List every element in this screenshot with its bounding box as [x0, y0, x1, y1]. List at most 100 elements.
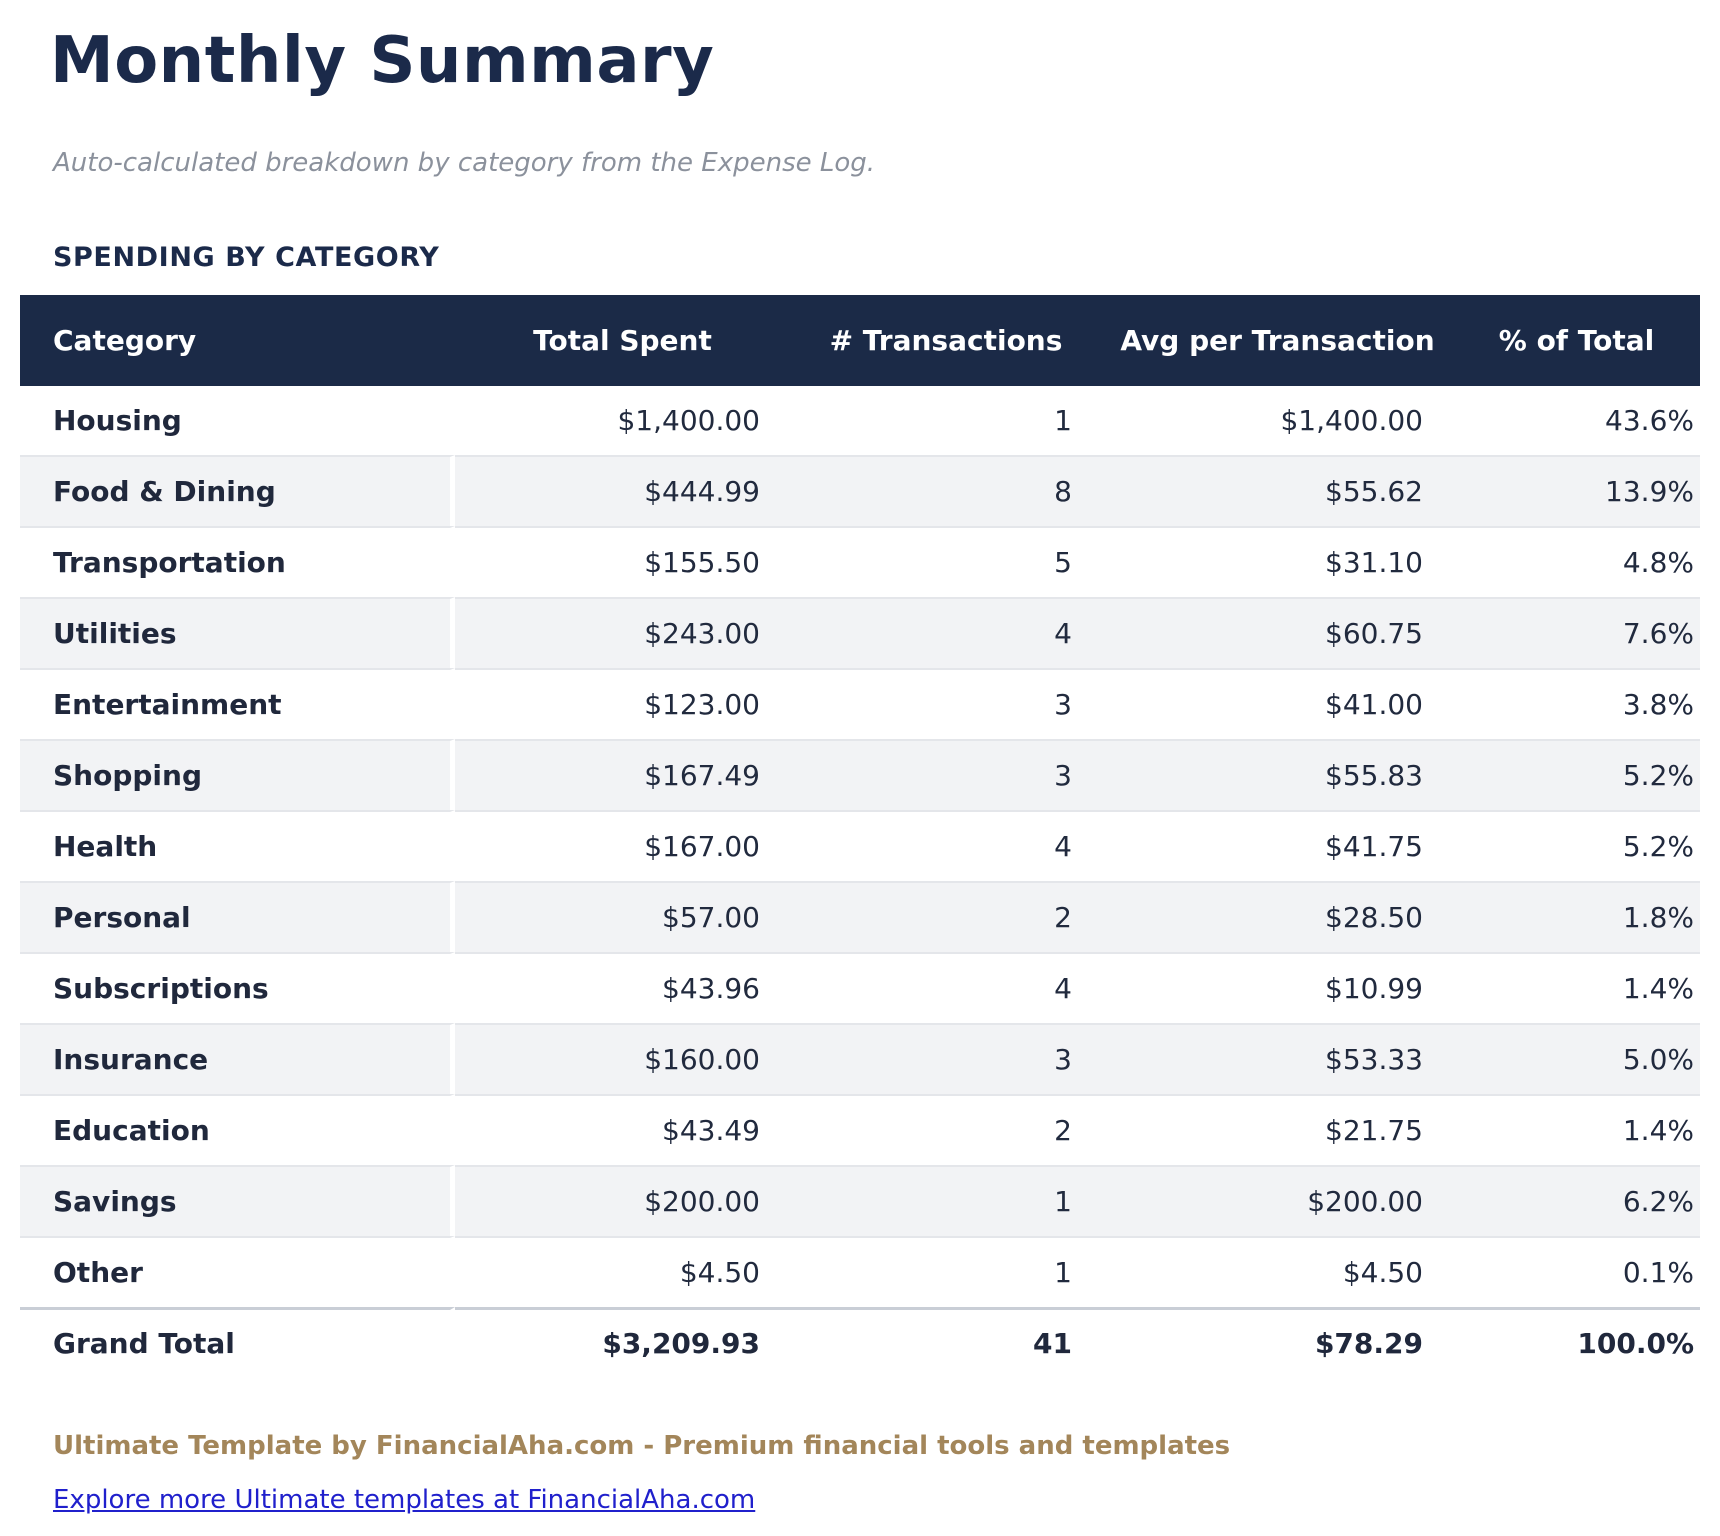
table-header: Category Total Spent # Transactions Avg per…	[20, 295, 1700, 387]
footer-branding: Ultimate Template by FinancialAha.com - …	[53, 1431, 1231, 1462]
monthly-summary-page: Monthly Summary Auto-calculated breakdow…	[0, 26, 1720, 1515]
cell-pct_of_total: 5.2%	[1453, 810, 1700, 881]
cell-category: Education	[20, 1094, 455, 1166]
grand-total-row: Grand Total $3,209.93 41 $78.29 100.0%	[20, 1307, 1700, 1378]
cell-avg_per_transaction: $60.75	[1102, 597, 1453, 669]
cell-transactions: 2	[790, 881, 1102, 953]
page-subtitle: Auto-calculated breakdown by category fr…	[53, 148, 876, 179]
cell-pct_of_total: 5.2%	[1453, 739, 1700, 811]
cell-total_spent: $123.00	[455, 668, 790, 739]
grand-total-category: Grand Total	[20, 1307, 455, 1378]
table-row: Shopping $167.49 3 $55.83 5.2%	[20, 739, 1700, 811]
explore-templates-link[interactable]: Explore more Ultimate templates at Finan…	[53, 1485, 756, 1516]
cell-category: Shopping	[20, 739, 455, 811]
table-row: Savings $200.00 1 $200.00 6.2%	[20, 1165, 1700, 1237]
cell-pct_of_total: 7.6%	[1453, 597, 1700, 669]
cell-pct_of_total: 43.6%	[1605, 404, 1694, 438]
cell-transactions: 4	[790, 952, 1102, 1023]
cell-avg_per_transaction: $4.50	[1102, 1236, 1453, 1307]
page-title: Monthly Summary	[50, 24, 715, 98]
cell-transactions: 3	[790, 739, 1102, 811]
cell-transactions: 5	[790, 526, 1102, 597]
table-header-row: Category Total Spent # Transactions Avg per…	[20, 295, 1700, 387]
table-body: Housing $1,400.00 1 $1,400.00 43.6% Food & Di…	[20, 386, 1700, 1378]
cell-total_spent: $160.00	[455, 1023, 790, 1095]
cell-pct_of_total: 1.8%	[1453, 881, 1700, 953]
cell-total_spent: $57.00	[455, 881, 790, 953]
table-row: Health $167.00 4 $41.75 5.2%	[20, 810, 1700, 882]
cell-category: Housing	[20, 386, 455, 456]
cell-avg_per_transaction: $10.99	[1102, 952, 1453, 1023]
cell-category: Food & Dining	[20, 455, 455, 527]
cell-total_spent: $167.00	[455, 810, 790, 881]
cell-category: Health	[20, 810, 455, 882]
cell-total_spent: $1,400.00	[617, 404, 760, 438]
table-row: Subscriptions $43.96 4 $10.99 1.4%	[20, 952, 1700, 1024]
cell-avg_per_transaction: $55.62	[1102, 455, 1453, 527]
cell-transactions: 3	[790, 668, 1102, 739]
cell-transactions: 4	[790, 597, 1102, 669]
cell-avg_per_transaction: $41.00	[1102, 668, 1453, 739]
table-row: Insurance $160.00 3 $53.33 5.0%	[20, 1023, 1700, 1095]
cell-pct_of_total: 13.9%	[1453, 455, 1700, 527]
column-header-avg_per_transaction: Avg per Transaction	[1102, 295, 1453, 387]
spending-by-category-table: Category Total Spent # Transactions Avg per…	[20, 295, 1700, 1378]
cell-category: Transportation	[20, 526, 455, 598]
column-header-category: Category	[20, 295, 455, 387]
cell-category: Savings	[20, 1165, 455, 1237]
cell-total_spent: $167.49	[455, 739, 790, 811]
cell-category: Utilities	[20, 597, 455, 669]
cell-category: Insurance	[20, 1023, 455, 1095]
table-row: Personal $57.00 2 $28.50 1.8%	[20, 881, 1700, 953]
table-row: Utilities $243.00 4 $60.75 7.6%	[20, 597, 1700, 669]
cell-category: Other	[20, 1236, 455, 1308]
table-row: Food & Dining $444.99 8 $55.62 13.9%	[20, 455, 1700, 527]
cell-transactions: 8	[790, 455, 1102, 527]
grand-total-avg_per_transaction: $78.29	[1102, 1307, 1453, 1378]
cell-transactions: 4	[790, 810, 1102, 881]
column-header-transactions: # Transactions	[790, 295, 1102, 387]
cell-pct_of_total: 4.8%	[1453, 526, 1700, 597]
cell-total_spent: $243.00	[455, 597, 790, 669]
cell-category: Personal	[20, 881, 455, 953]
cell-total_spent: $43.96	[455, 952, 790, 1023]
cell-total_spent: $444.99	[455, 455, 790, 527]
table-row: Housing $1,400.00 1 $1,400.00 43.6%	[20, 386, 1700, 456]
cell-transactions: 2	[790, 1094, 1102, 1165]
cell-transactions: 1	[1054, 404, 1072, 438]
cell-avg_per_transaction: $31.10	[1102, 526, 1453, 597]
cell-transactions: 1	[790, 1165, 1102, 1237]
cell-pct_of_total: 3.8%	[1453, 668, 1700, 739]
column-header-pct_of_total: % of Total	[1453, 295, 1700, 387]
cell-pct_of_total: 5.0%	[1453, 1023, 1700, 1095]
cell-avg_per_transaction: $21.75	[1102, 1094, 1453, 1165]
grand-total-pct_of_total: 100.0%	[1453, 1307, 1700, 1378]
spending-by-category-heading: SPENDING BY CATEGORY	[53, 242, 440, 274]
cell-pct_of_total: 0.1%	[1453, 1236, 1700, 1307]
grand-total-transactions: 41	[790, 1307, 1102, 1378]
grand-total-total_spent: $3,209.93	[455, 1307, 790, 1378]
cell-pct_of_total: 6.2%	[1453, 1165, 1700, 1237]
column-header-total_spent: Total Spent	[455, 295, 790, 387]
cell-total_spent: $200.00	[455, 1165, 790, 1237]
cell-avg_per_transaction: $41.75	[1102, 810, 1453, 881]
cell-avg_per_transaction: $200.00	[1102, 1165, 1453, 1237]
cell-total_spent: $155.50	[455, 526, 790, 597]
cell-transactions: 3	[790, 1023, 1102, 1095]
table-row: Other $4.50 1 $4.50 0.1%	[20, 1236, 1700, 1308]
cell-total_spent: $43.49	[455, 1094, 790, 1165]
cell-transactions: 1	[790, 1236, 1102, 1307]
cell-pct_of_total: 1.4%	[1453, 1094, 1700, 1165]
cell-category: Entertainment	[20, 668, 455, 740]
footer-link-row: Explore more Ultimate templates at Finan…	[53, 1485, 1720, 1515]
cell-avg_per_transaction: $53.33	[1102, 1023, 1453, 1095]
table-row: Entertainment $123.00 3 $41.00 3.8%	[20, 668, 1700, 740]
cell-avg_per_transaction: $28.50	[1102, 881, 1453, 953]
table-row: Transportation $155.50 5 $31.10 4.8%	[20, 526, 1700, 598]
cell-avg_per_transaction: $1,400.00	[1280, 404, 1423, 438]
cell-avg_per_transaction: $55.83	[1102, 739, 1453, 811]
cell-total_spent: $4.50	[455, 1236, 790, 1307]
cell-category: Subscriptions	[20, 952, 455, 1024]
table-row: Education $43.49 2 $21.75 1.4%	[20, 1094, 1700, 1166]
cell-pct_of_total: 1.4%	[1453, 952, 1700, 1023]
